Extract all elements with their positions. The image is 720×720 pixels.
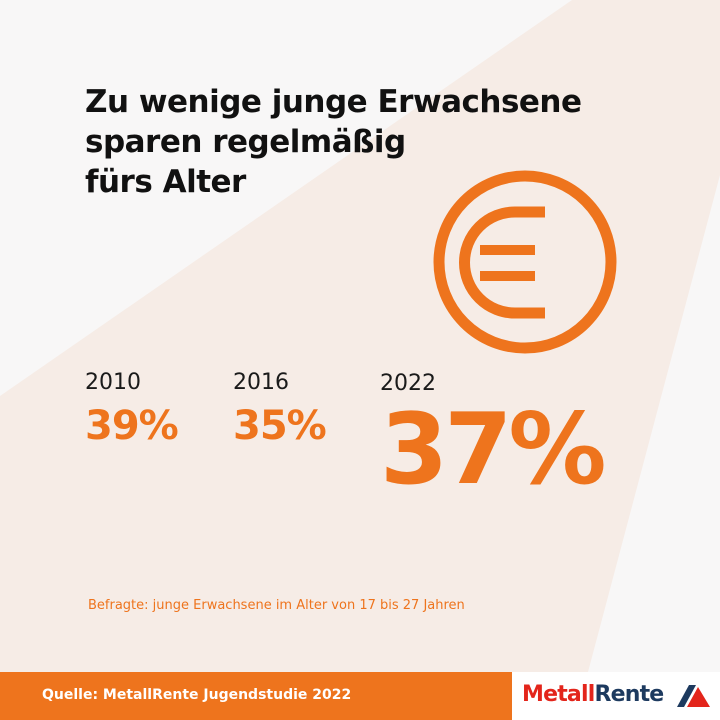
title-line: Zu wenige junge Erwachsene (85, 84, 582, 120)
metallrente-logo: MetallRente (522, 682, 664, 707)
footer: Quelle: MetallRente Jugendstudie 2022 Me… (0, 672, 720, 720)
stat-year: 2022 (380, 371, 436, 396)
logo-text: Rente (594, 682, 664, 707)
stat-2016: 2016 35% (233, 370, 327, 449)
stat-value: 39% (85, 403, 179, 449)
title-line: sparen regelmäßig (85, 124, 406, 160)
euro-coin-icon (433, 170, 617, 354)
page-title: Zu wenige junge Erwachsene sparen regelm… (85, 82, 582, 202)
logo-mark-icon (677, 685, 710, 707)
source-text: Quelle: MetallRente Jugendstudie 2022 (42, 687, 352, 703)
title-line: fürs Alter (85, 164, 246, 200)
footer-source-bar: Quelle: MetallRente Jugendstudie 2022 (0, 672, 512, 720)
stat-2010: 2010 39% (85, 370, 179, 449)
stat-value: 37% (380, 393, 607, 507)
stat-2022: 2022 37% (380, 371, 607, 507)
stat-year: 2010 (85, 370, 141, 395)
stat-value: 35% (233, 403, 327, 449)
logo-text: Metall (522, 682, 595, 707)
survey-note: Befragte: junge Erwachsene im Alter von … (88, 598, 465, 613)
stat-year: 2016 (233, 370, 289, 395)
